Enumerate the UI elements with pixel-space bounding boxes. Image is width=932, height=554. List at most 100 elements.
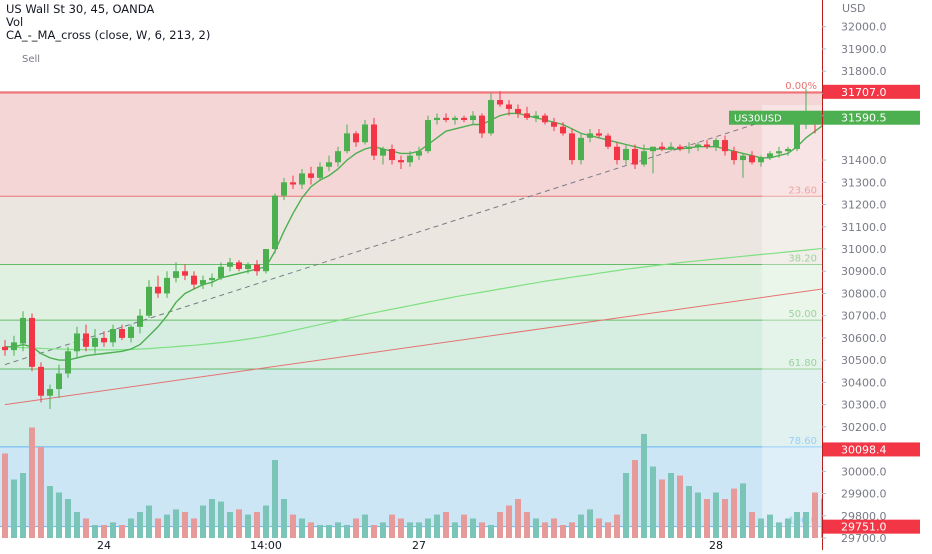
price-tick-label: 31000.0	[841, 243, 887, 256]
volume-bar	[605, 522, 611, 538]
volume-bar	[110, 522, 116, 538]
candle-body	[686, 146, 692, 149]
price-tag	[823, 84, 920, 99]
volume-bar	[47, 486, 53, 538]
candle-body	[425, 120, 431, 152]
price-tick-label: 32000.0	[841, 21, 887, 34]
time-axis-bg	[0, 538, 822, 550]
currency-label: USD	[842, 2, 866, 15]
time-axis[interactable]: 24 14:00 27 28	[0, 538, 822, 552]
volume-bar	[56, 492, 62, 538]
candle-body	[596, 133, 602, 136]
price-tick-label: 31200.0	[841, 199, 887, 212]
volume-bar	[749, 512, 755, 538]
volume-bar	[740, 483, 746, 538]
candle-body	[83, 333, 89, 347]
price-axis[interactable]: USD32000.031900.031800.031700.031600.031…	[729, 0, 932, 550]
volume-bar	[641, 434, 647, 538]
volume-bar	[704, 499, 710, 538]
volume-bars	[2, 427, 827, 538]
volume-bar	[20, 473, 26, 538]
slow-ma-line	[4, 247, 825, 351]
candle-body	[407, 155, 413, 163]
volume-bar	[74, 512, 80, 538]
volume-bar	[209, 499, 215, 538]
price-tag	[823, 519, 920, 534]
volume-bar	[650, 466, 656, 538]
candle-body	[758, 157, 764, 163]
candle-body	[677, 146, 683, 149]
volume-bar	[479, 522, 485, 538]
volume-bar	[308, 522, 314, 538]
price-tick-label: 30000.0	[841, 465, 887, 478]
candle-body	[542, 115, 548, 123]
time-tick-label: 28	[709, 539, 723, 550]
volume-bar	[542, 522, 548, 538]
volume-bar	[65, 499, 71, 538]
indicator-label[interactable]: CA_-_MA_cross (close, W, 6, 213, 2)	[6, 28, 211, 42]
price-tick-label: 30500.0	[841, 354, 887, 367]
price-tick-label: 30300.0	[841, 399, 887, 412]
volume-bar	[596, 518, 602, 538]
candle-body	[668, 146, 674, 149]
volume-bar	[578, 514, 584, 538]
volume-bar	[803, 512, 809, 538]
volume-bar	[281, 499, 287, 538]
candle-body	[254, 264, 260, 272]
candle-body	[443, 117, 449, 121]
volume-bar	[461, 514, 467, 538]
candle-body	[578, 137, 584, 161]
candle-body	[623, 148, 629, 161]
price-tick-label: 30600.0	[841, 332, 887, 345]
candle-body	[128, 326, 134, 338]
candle-body	[299, 173, 305, 185]
candle-body	[272, 195, 278, 249]
volume-bar	[785, 518, 791, 538]
volume-bar	[191, 518, 197, 538]
fib-label: 23.60	[788, 185, 817, 196]
volume-bar	[776, 522, 782, 538]
volume-bar	[173, 509, 179, 538]
volume-bar	[182, 512, 188, 538]
candle-body	[218, 266, 224, 278]
candle-body	[20, 317, 26, 344]
candle-body	[173, 271, 179, 278]
candle-body	[524, 113, 530, 118]
candle-body	[776, 151, 782, 154]
volume-bar	[758, 518, 764, 538]
candle-body	[695, 144, 701, 147]
candle-body	[110, 329, 116, 343]
candle-body	[11, 342, 17, 351]
volume-bar	[686, 486, 692, 538]
candle-body	[119, 329, 125, 338]
candle-body	[380, 148, 386, 156]
candle-body	[659, 146, 665, 149]
volume-bar	[164, 514, 170, 538]
volume-bar	[245, 514, 251, 538]
candle-body	[641, 151, 647, 165]
candle-body	[263, 248, 269, 272]
candle-body	[551, 122, 557, 127]
volume-bar	[713, 492, 719, 538]
volume-bar	[29, 427, 35, 538]
fib-label: 78.60	[788, 436, 817, 447]
fib-label: 38.20	[788, 254, 817, 265]
price-tick-label: 30800.0	[841, 287, 887, 300]
candle-body	[281, 182, 287, 196]
volume-bar	[434, 514, 440, 538]
price-tick-label: 30200.0	[841, 421, 887, 434]
price-tick-label: 31300.0	[841, 176, 887, 189]
candle-body	[290, 182, 296, 185]
volume-bar	[407, 522, 413, 538]
fib-label: 100.0	[788, 516, 817, 527]
fib-label: 0.00%	[785, 81, 817, 92]
candle-body	[632, 148, 638, 165]
volume-label[interactable]: Vol	[6, 15, 24, 29]
volume-bar	[551, 518, 557, 538]
fib-retracement-zones: 0.00% 23.60 38.20 50.00 61.80 78.60 100.0	[0, 81, 822, 538]
price-tick-label: 29800.0	[841, 510, 887, 523]
symbol-title[interactable]: US Wall St 30, 45, OANDA	[6, 2, 155, 16]
candle-body	[353, 133, 359, 143]
